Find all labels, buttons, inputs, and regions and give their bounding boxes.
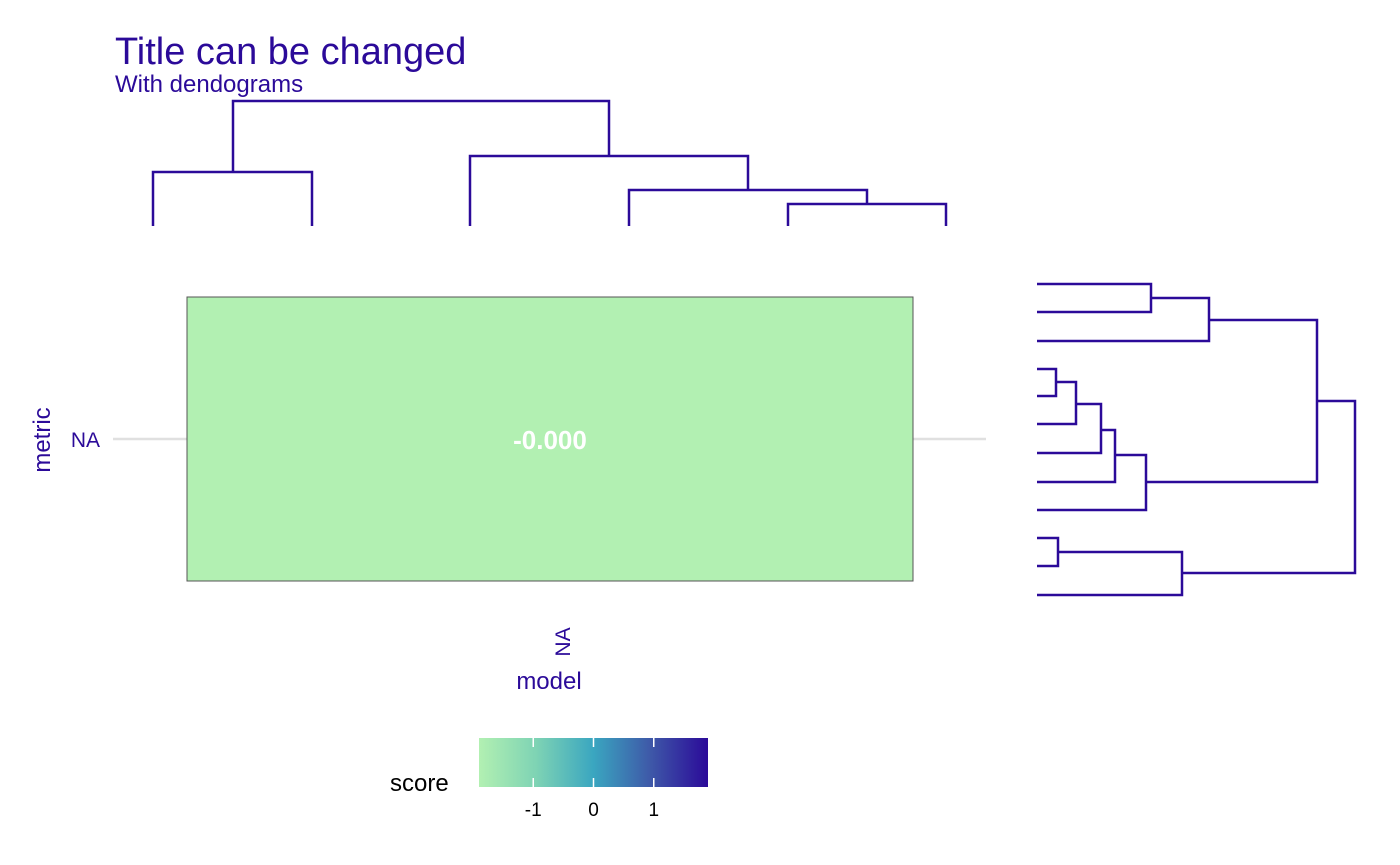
legend-ticks: -1 0 1 (525, 738, 659, 821)
legend: score -1 0 1 (390, 738, 708, 821)
right-dendrogram-link (1037, 428, 1117, 484)
top-dendrogram-link (786, 202, 948, 226)
legend-tick-label: -1 (525, 800, 542, 821)
right-dendrogram-link (1037, 367, 1058, 398)
right-dendrogram-link (1037, 536, 1060, 568)
top-dendrogram-link (151, 170, 314, 226)
legend-tick-label: 0 (588, 800, 599, 821)
right-dendrogram-link (1037, 282, 1153, 314)
top-dendrogram (151, 99, 948, 226)
x-axis-label: model (516, 668, 581, 695)
top-dendrogram-link (627, 188, 869, 226)
heatmap-cell-label: -0.000 (513, 425, 587, 455)
legend-title: score (390, 770, 449, 797)
top-dendrogram-link (231, 99, 611, 172)
legend-tick-label: 1 (648, 800, 659, 821)
y-tick-label: NA (71, 429, 100, 452)
x-tick-label: NA (552, 627, 575, 656)
right-dendrogram-link (1037, 402, 1103, 455)
right-dendrogram-link (1182, 399, 1357, 575)
right-dendrogram-link (1146, 318, 1319, 484)
right-dendrogram (1037, 282, 1357, 597)
chart-subtitle: With dendograms (115, 71, 303, 98)
chart-title: Title can be changed (115, 31, 466, 73)
heatmap-cell (186, 296, 914, 582)
y-axis-label: metric (29, 407, 56, 472)
right-dendrogram-link (1037, 296, 1211, 343)
